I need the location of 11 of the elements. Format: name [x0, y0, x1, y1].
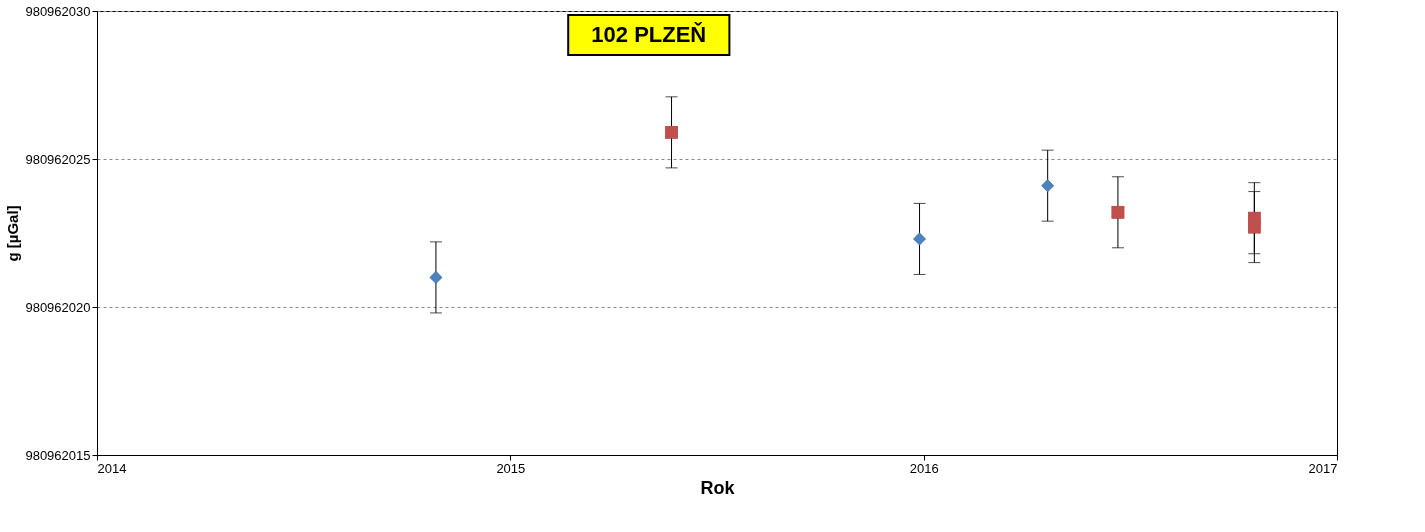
x-tick-label: 2014: [97, 460, 127, 476]
y-axis-title: g [µGal]: [4, 205, 22, 262]
y-tick-label: 980962030: [25, 3, 91, 19]
y-tick-label: 980962025: [25, 151, 91, 167]
x-tick-label: 2016: [909, 460, 939, 476]
x-tick-label: 2017: [1308, 460, 1338, 476]
x-tick-label: 2015: [496, 460, 526, 476]
y-tick-label: 980962015: [25, 447, 91, 463]
y-tick-label: 980962020: [25, 299, 91, 315]
text: 102 PLZEŇ: [591, 22, 707, 47]
x-axis-title: Rok: [700, 477, 736, 498]
